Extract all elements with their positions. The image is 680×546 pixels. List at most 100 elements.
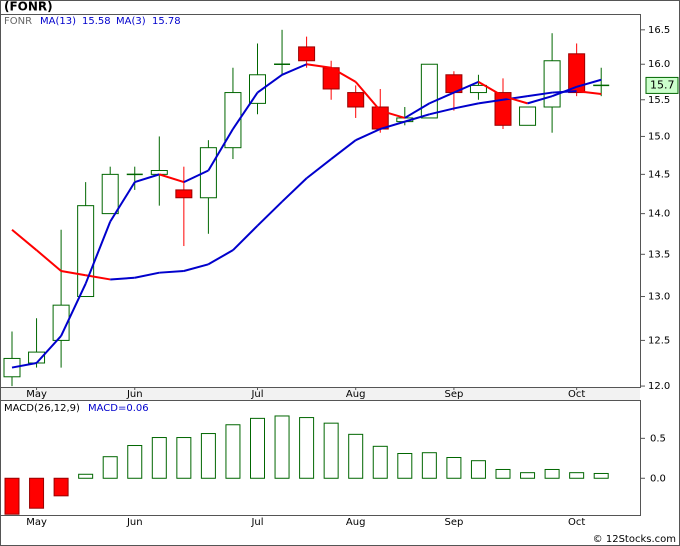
x-tick-label: Jul: [250, 389, 263, 400]
macd-panel: [0, 400, 641, 516]
y-tick-label: 16.5: [648, 25, 670, 36]
moving-average-segment: [404, 102, 430, 119]
macd-bar: [127, 445, 143, 479]
moving-average-segment: [429, 107, 455, 116]
macd-bar: [421, 452, 437, 479]
price-panel: [0, 14, 641, 388]
moving-average-segment: [404, 113, 430, 123]
macd-bar: [593, 472, 609, 479]
y-tick-label: 15.5: [648, 95, 670, 106]
macd-bar: [225, 424, 241, 479]
moving-average-segment: [207, 249, 234, 266]
x-tick-label: May: [26, 389, 47, 400]
moving-average-segment: [379, 109, 406, 119]
moving-average-segment: [576, 78, 602, 88]
macd-bar: [78, 473, 94, 479]
chart-title: (FONR): [4, 0, 53, 14]
candle-body: [199, 147, 217, 199]
moving-average-segment: [60, 283, 87, 337]
moving-average-segment: [453, 102, 479, 110]
moving-average-segment: [134, 271, 160, 279]
macd-bar: [348, 433, 364, 479]
candle-body: [52, 304, 70, 341]
candle-body: [249, 74, 266, 104]
candle-body: [298, 46, 316, 62]
macd-bar: [520, 472, 536, 479]
moving-average-segment: [330, 139, 357, 160]
moving-average-segment: [256, 73, 283, 94]
moving-average-segment: [428, 91, 455, 105]
moving-average-segment: [527, 91, 553, 98]
moving-average-segment: [478, 98, 504, 105]
moving-average-segment: [183, 169, 209, 184]
macd-bar: [151, 437, 167, 479]
moving-average-segment: [305, 158, 332, 180]
month-strip: [1, 388, 640, 400]
candle-body: [543, 60, 561, 108]
last-price-box: [645, 76, 679, 94]
x-tick-label: May: [26, 517, 47, 528]
moving-average-segment: [11, 228, 38, 251]
legend-ma13-value: 15.58: [82, 16, 111, 27]
macd-bar: [176, 437, 192, 479]
macd-bar: [53, 477, 69, 497]
x-tick-label: Jun: [126, 517, 143, 528]
x-tick-label: Sep: [444, 517, 463, 528]
macd-value: MACD=0.06: [88, 403, 149, 414]
candle-body: [3, 357, 21, 378]
moving-average-segment: [232, 92, 259, 130]
candle-body: [568, 53, 586, 94]
macd-bar: [274, 415, 290, 479]
candle-body: [469, 84, 487, 94]
x-tick-label: Oct: [568, 389, 585, 400]
legend-ma3: MA(3): [116, 16, 146, 27]
moving-average-segment: [183, 263, 209, 272]
moving-average-segment: [84, 221, 112, 285]
watermark: © 12Stocks.com: [593, 534, 676, 545]
moving-average-segment: [232, 224, 259, 251]
moving-average-segment: [330, 66, 357, 83]
moving-average-segment: [207, 128, 234, 172]
moving-average-segment: [379, 120, 406, 130]
macd-bar: [250, 417, 265, 479]
moving-average-segment: [256, 200, 283, 227]
y-tick-label: 0.0: [650, 473, 666, 484]
y-tick-label: 13.0: [648, 292, 670, 303]
macd-bar: [29, 477, 45, 509]
candle-body: [420, 63, 438, 119]
moving-average-segment: [281, 177, 308, 203]
x-tick-label: Aug: [346, 517, 366, 528]
moving-average-segment: [134, 173, 160, 184]
candle-body: [347, 92, 365, 108]
last-price-label: 15.7: [650, 78, 675, 91]
macd-bar: [102, 456, 118, 479]
y-tick-label: 16.0: [648, 59, 670, 70]
moving-average-segment: [354, 81, 382, 112]
moving-average-segment: [527, 95, 553, 105]
moving-average-segment: [35, 249, 62, 272]
moving-average-segment: [502, 95, 528, 101]
macd-bar: [4, 477, 20, 515]
macd-bar: [446, 457, 462, 479]
moving-average-segment: [109, 181, 136, 223]
y-tick-label: 13.5: [648, 249, 670, 260]
candle-body: [175, 189, 193, 199]
y-tick-label: 12.5: [648, 335, 670, 346]
macd-bar: [200, 433, 216, 479]
moving-average-segment: [158, 173, 185, 184]
macd-bar: [470, 460, 486, 479]
legend-symbol: FONR: [4, 16, 32, 27]
legend-ma13: MA(13): [40, 16, 76, 27]
macd-bar: [323, 422, 339, 479]
x-tick-label: Oct: [568, 517, 585, 528]
macd-bar: [495, 468, 511, 479]
macd-bar: [372, 445, 388, 479]
macd-bar: [299, 417, 315, 479]
moving-average-segment: [110, 276, 135, 281]
moving-average-segment: [551, 85, 578, 98]
moving-average-segment: [502, 95, 528, 105]
y-tick-label: 0.5: [650, 433, 666, 444]
candle-body: [519, 106, 537, 126]
macd-title: MACD(26,12,9): [4, 403, 80, 414]
